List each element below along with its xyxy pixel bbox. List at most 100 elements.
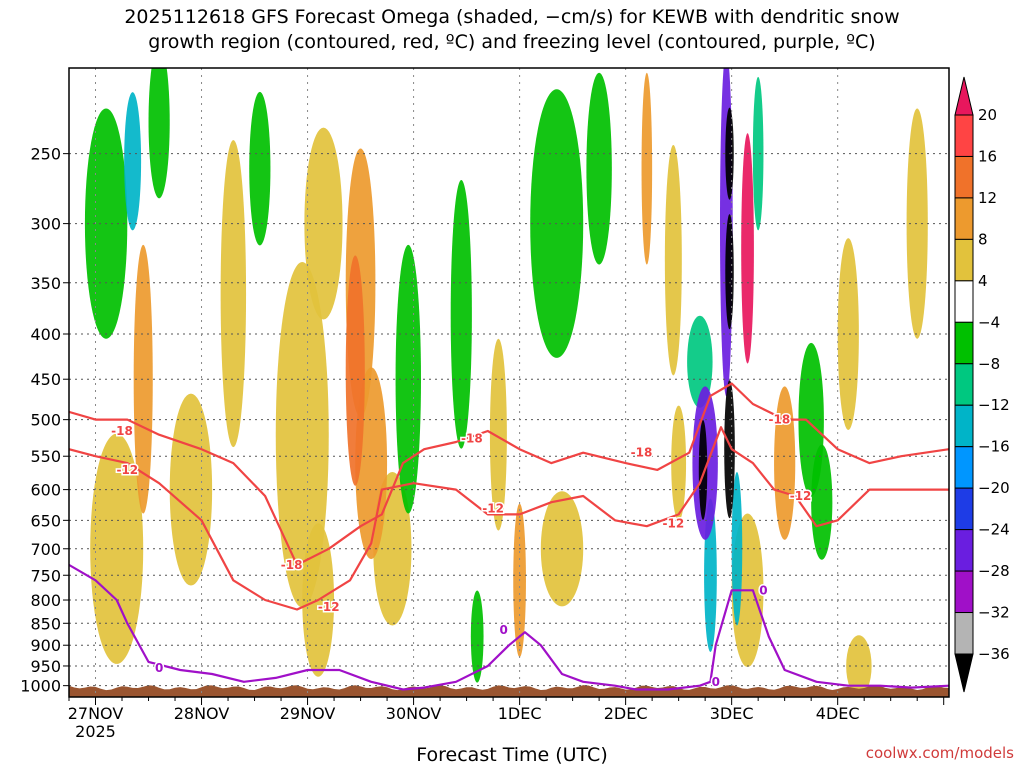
omega-shade-cell <box>586 72 612 265</box>
colorbar-label: 8 <box>978 230 988 248</box>
omega-shade-cell <box>698 420 708 520</box>
omega-shade-cell <box>345 255 365 486</box>
omega-shade-cell <box>220 140 247 448</box>
y-tick-label: 500 <box>30 411 61 430</box>
chart-title-line-2: growth region (contoured, red, ºC) and f… <box>148 31 876 53</box>
y-tick-label: 700 <box>30 540 61 559</box>
omega-shade-cell <box>798 342 824 497</box>
omega-shade-cell <box>687 315 713 408</box>
colorbar-bin <box>954 529 974 572</box>
y-tick-label: 800 <box>30 591 61 610</box>
contour-label: 0 <box>759 583 767 597</box>
freezing-contour-0 <box>69 563 949 691</box>
contour-label: -12 <box>790 489 812 503</box>
omega-shade-cell <box>450 180 472 449</box>
colorbar-bin <box>954 363 974 406</box>
colorbar-label: −20 <box>978 479 1010 497</box>
colorbar-bin <box>954 321 974 365</box>
contour-label: -18 <box>111 424 133 438</box>
x-tick-label: 30NOV <box>386 704 442 723</box>
omega-shade-cell <box>133 244 153 514</box>
omega-shade-cell <box>470 590 484 683</box>
dgz-contour-m18 <box>69 382 949 566</box>
y-tick-label: 300 <box>30 215 61 234</box>
omega-shade-cell <box>906 108 928 339</box>
contour-label: -18 <box>461 431 483 445</box>
colorbar-bin <box>954 487 974 531</box>
colorbar-bin <box>954 114 974 157</box>
contour-label: -18 <box>631 446 653 460</box>
source-credit: coolwx.com/models <box>865 744 1014 762</box>
contour-label: -18 <box>769 413 791 427</box>
contour-label: 0 <box>500 623 508 637</box>
colorbar-label: −12 <box>978 396 1010 414</box>
colorbar-bin <box>954 238 974 282</box>
contour-label: -12 <box>662 516 684 530</box>
contour-label: -18 <box>281 558 303 572</box>
omega-shade-cell <box>489 338 507 531</box>
colorbar-label: 16 <box>978 147 997 165</box>
colorbar-label: 20 <box>978 106 997 124</box>
omega-shade-cell <box>846 635 872 697</box>
x-tick-label: 29NOV <box>280 704 336 723</box>
omega-shade-cell <box>249 91 271 246</box>
omega-shade-cell <box>837 238 859 430</box>
contour-label: 0 <box>155 661 163 675</box>
y-tick-label: 350 <box>30 274 61 293</box>
y-tick-label: 650 <box>30 511 61 530</box>
contour-label: -12 <box>482 501 504 515</box>
colorbar-label: −16 <box>978 438 1010 456</box>
colorbar-label: −36 <box>978 645 1010 663</box>
x-tick-sublabel: 2025 <box>75 722 116 741</box>
x-tick-label: 1DEC <box>498 704 542 723</box>
omega-shade-cell <box>724 380 735 519</box>
x-tick-label: 4DEC <box>816 704 860 723</box>
omega-shade-cell <box>395 244 421 514</box>
colorbar-bin <box>954 446 974 489</box>
colorbar-bin <box>954 197 974 240</box>
x-tick-label: 3DEC <box>710 704 754 723</box>
colorbar-bin <box>954 612 974 655</box>
contour-label: 0 <box>712 675 720 689</box>
y-tick-label: 850 <box>30 614 61 633</box>
y-tick-label: 1000 <box>20 677 61 696</box>
colorbar-bottom-arrow <box>954 653 974 693</box>
y-tick-label: 750 <box>30 566 61 585</box>
omega-shade-cell <box>664 145 682 376</box>
y-tick-label: 900 <box>30 636 61 655</box>
x-tick-label: 27NOV <box>68 704 124 723</box>
chart-title-line-1: 2025112618 GFS Forecast Omega (shaded, −… <box>124 6 900 28</box>
y-tick-label: 550 <box>30 447 61 466</box>
x-tick-label: 28NOV <box>174 704 230 723</box>
omega-shade-cell <box>304 127 343 320</box>
omega-shade-cell <box>741 133 754 364</box>
colorbar-label: −32 <box>978 604 1010 622</box>
omega-shade-cell <box>275 262 329 608</box>
y-tick-label: 250 <box>30 145 61 164</box>
colorbar-bin <box>954 155 974 199</box>
y-tick-label: 450 <box>30 370 61 389</box>
omega-shade-cell <box>148 68 170 199</box>
colorbar-label: −28 <box>978 562 1010 580</box>
omega-shade-cell <box>671 405 687 521</box>
omega-shade-cell <box>774 386 796 540</box>
plot-frame <box>68 67 950 698</box>
y-tick-label: 600 <box>30 481 61 500</box>
dgz-contour-m12 <box>69 426 949 611</box>
omega-shade-cell <box>641 72 653 265</box>
plot-area: -18 -18 -18 -18 -18 -12 -12 -12 -12 -12 0 0 0 0 <box>69 68 949 697</box>
colorbar-top-arrow <box>954 76 974 116</box>
omega-shade-cell <box>752 76 764 231</box>
omega-shade-cell <box>725 214 734 330</box>
colorbar-bin <box>954 404 974 448</box>
contour-label: -12 <box>116 463 138 477</box>
x-axis-label: Forecast Time (UTC) <box>416 744 608 766</box>
colorbar-label: −8 <box>978 355 1000 373</box>
y-tick-label: 400 <box>30 325 61 344</box>
y-tick-label: 950 <box>30 657 61 676</box>
x-tick-label: 2DEC <box>604 704 648 723</box>
colorbar-label: −4 <box>978 313 1000 331</box>
terrain-band <box>69 685 949 697</box>
colorbar-bin <box>954 280 974 323</box>
